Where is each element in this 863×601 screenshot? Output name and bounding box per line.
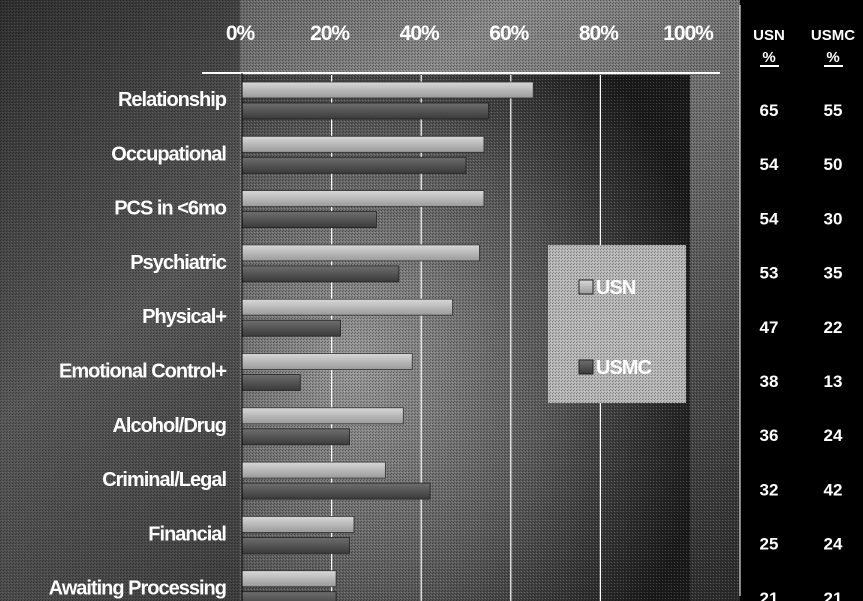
bar-usn	[241, 570, 337, 588]
table-value-usmc: 13	[824, 372, 843, 391]
x-tick-label: 40%	[400, 22, 440, 45]
category-label: Relationship	[118, 89, 227, 111]
category-labels: Relationship Occupational PCS in <6mo Psych…	[49, 89, 228, 600]
legend-label-usn: USN	[596, 277, 636, 299]
bar-usmc	[241, 428, 350, 446]
table-value-usmc: 55	[824, 101, 843, 120]
bar-usmc	[241, 591, 337, 601]
bar-usmc	[241, 265, 400, 283]
x-axis: 0% 20% 40% 60% 80% 100%	[202, 22, 720, 601]
table-value-usn: 25	[760, 535, 779, 554]
bar-usn	[241, 407, 404, 425]
bars	[241, 81, 534, 601]
table-value-usmc: 21	[824, 589, 843, 601]
table-value-usn: 38	[760, 372, 779, 391]
table-header-usmc: USMC	[811, 27, 855, 44]
legend: USN USMC	[548, 245, 686, 403]
category-label: Psychiatric	[130, 252, 227, 274]
category-label: Financial	[148, 523, 226, 545]
category-label: Awaiting Processing	[49, 578, 226, 600]
table-panel	[740, 0, 863, 601]
table-value-usmc: 35	[824, 264, 843, 283]
bar-usn	[241, 461, 386, 479]
category-label: Physical+	[142, 306, 226, 328]
value-table: USN % USMC % 65 55 54 50 54 30 53 35 47 22 38 13 36 2…	[753, 27, 855, 601]
bar-usn	[241, 81, 534, 99]
table-value-usmc: 42	[824, 480, 843, 499]
bar-usmc	[241, 102, 489, 120]
bar-usmc	[241, 211, 377, 229]
table-value-usmc: 24	[824, 535, 843, 554]
x-tick-label: 80%	[579, 22, 619, 45]
table-value-usn: 47	[760, 318, 779, 337]
legend-label-usmc: USMC	[596, 357, 651, 379]
bar-usmc	[241, 537, 350, 554]
table-unit-usn: %	[762, 49, 775, 66]
legend-swatch-usmc	[578, 359, 594, 375]
table-value-usmc: 50	[824, 155, 843, 174]
bar-usn	[241, 516, 355, 533]
table-value-usn: 53	[760, 264, 779, 283]
bar-usn	[241, 244, 480, 262]
category-label: Occupational	[111, 143, 226, 165]
bar-usn	[241, 353, 413, 370]
bar-usmc	[241, 374, 301, 391]
category-label: PCS in <6mo	[114, 198, 227, 220]
bar-usmc	[241, 319, 341, 337]
x-tick-label: 60%	[489, 22, 529, 45]
x-tick-label: 100%	[663, 22, 714, 45]
table-unit-usmc: %	[826, 49, 839, 66]
table-value-usmc: 24	[824, 426, 843, 445]
x-tick-label: 0%	[226, 22, 256, 45]
legend-swatch-usn	[578, 279, 594, 295]
bar-usn	[241, 190, 485, 208]
table-value-usn: 65	[760, 101, 779, 120]
bar-usmc	[241, 156, 467, 174]
label-panel-shade	[0, 0, 240, 601]
table-value-usn: 36	[760, 426, 779, 445]
table-values: 65 55 54 50 54 30 53 35 47 22 38 13 36 24 32 42 25 24 21 21	[760, 101, 843, 601]
table-value-usn: 54	[760, 209, 779, 228]
table-value-usn: 21	[760, 589, 779, 601]
bar-usn	[241, 135, 485, 153]
x-tick-label: 20%	[310, 22, 350, 45]
legend-box-dither	[548, 245, 686, 403]
category-label: Emotional Control+	[59, 361, 226, 383]
table-value-usn: 32	[760, 480, 779, 499]
table-header-usn: USN	[753, 27, 785, 44]
table-value-usmc: 22	[824, 318, 843, 337]
table-value-usn: 54	[760, 155, 779, 174]
bar-usn	[241, 298, 453, 316]
bar-usmc	[241, 482, 431, 500]
table-value-usmc: 30	[824, 209, 843, 228]
category-label: Alcohol/Drug	[112, 415, 226, 437]
category-label: Criminal/Legal	[102, 469, 226, 491]
